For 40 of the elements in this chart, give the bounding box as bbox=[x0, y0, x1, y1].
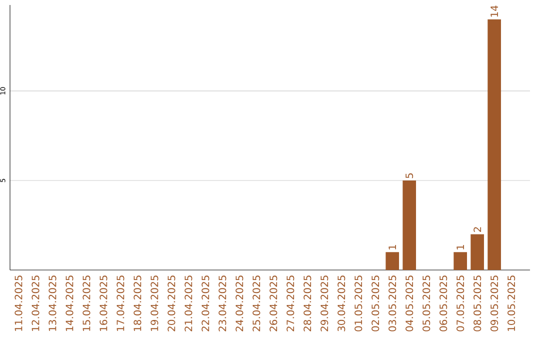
x-tick-label: 11.04.2025 bbox=[14, 276, 22, 331]
data-label: 2 bbox=[474, 227, 482, 232]
x-tick-label: 03.05.2025 bbox=[388, 276, 396, 332]
x-tick-label: 14.04.2025 bbox=[66, 276, 74, 331]
data-label: 5 bbox=[406, 173, 414, 178]
x-tick-label: 24.04.2025 bbox=[236, 276, 244, 332]
bar bbox=[454, 252, 467, 270]
x-tick-label: 09.05.2025 bbox=[490, 276, 498, 332]
x-tick-label: 27.04.2025 bbox=[286, 276, 294, 332]
x-tick-label: 28.04.2025 bbox=[304, 276, 312, 332]
x-tick-label: 23.04.2025 bbox=[218, 276, 226, 332]
bar bbox=[488, 19, 501, 270]
x-tick-label: 21.04.2025 bbox=[184, 276, 192, 332]
data-label: 14 bbox=[490, 6, 498, 17]
x-tick-label: 25.04.2025 bbox=[252, 276, 260, 332]
bar bbox=[402, 180, 416, 270]
x-tick-label: 19.04.2025 bbox=[150, 276, 158, 331]
x-tick-label: 08.05.2025 bbox=[474, 276, 482, 332]
x-tick-label: 05.05.2025 bbox=[422, 276, 430, 332]
x-tick-label: 13.04.2025 bbox=[48, 276, 56, 331]
data-label: 1 bbox=[456, 245, 464, 250]
x-tick-label: 16.04.2025 bbox=[100, 276, 108, 331]
x-tick-label: 17.04.2025 bbox=[116, 276, 124, 331]
x-tick-label: 20.04.2025 bbox=[168, 276, 176, 332]
bar bbox=[470, 234, 484, 270]
x-tick-label: 22.04.2025 bbox=[202, 276, 210, 332]
x-tick-label: 02.05.2025 bbox=[372, 276, 380, 332]
x-tick-label: 01.05.2025 bbox=[354, 276, 362, 332]
x-tick-label: 12.04.2025 bbox=[32, 276, 40, 331]
x-tick-label: 07.05.2025 bbox=[456, 276, 464, 332]
x-tick-label: 10.05.2025 bbox=[508, 276, 516, 331]
x-tick-label: 15.04.2025 bbox=[82, 276, 90, 331]
x-tick-label: 06.05.2025 bbox=[440, 276, 448, 332]
data-label: 1 bbox=[388, 245, 396, 250]
x-tick-label: 30.04.2025 bbox=[338, 276, 346, 332]
x-tick-label: 04.05.2025 bbox=[406, 276, 414, 332]
x-tick-label: 18.04.2025 bbox=[134, 276, 142, 331]
x-tick-label: 26.04.2025 bbox=[270, 276, 278, 332]
x-tick-label: 29.04.2025 bbox=[320, 276, 328, 332]
bar bbox=[386, 252, 400, 270]
